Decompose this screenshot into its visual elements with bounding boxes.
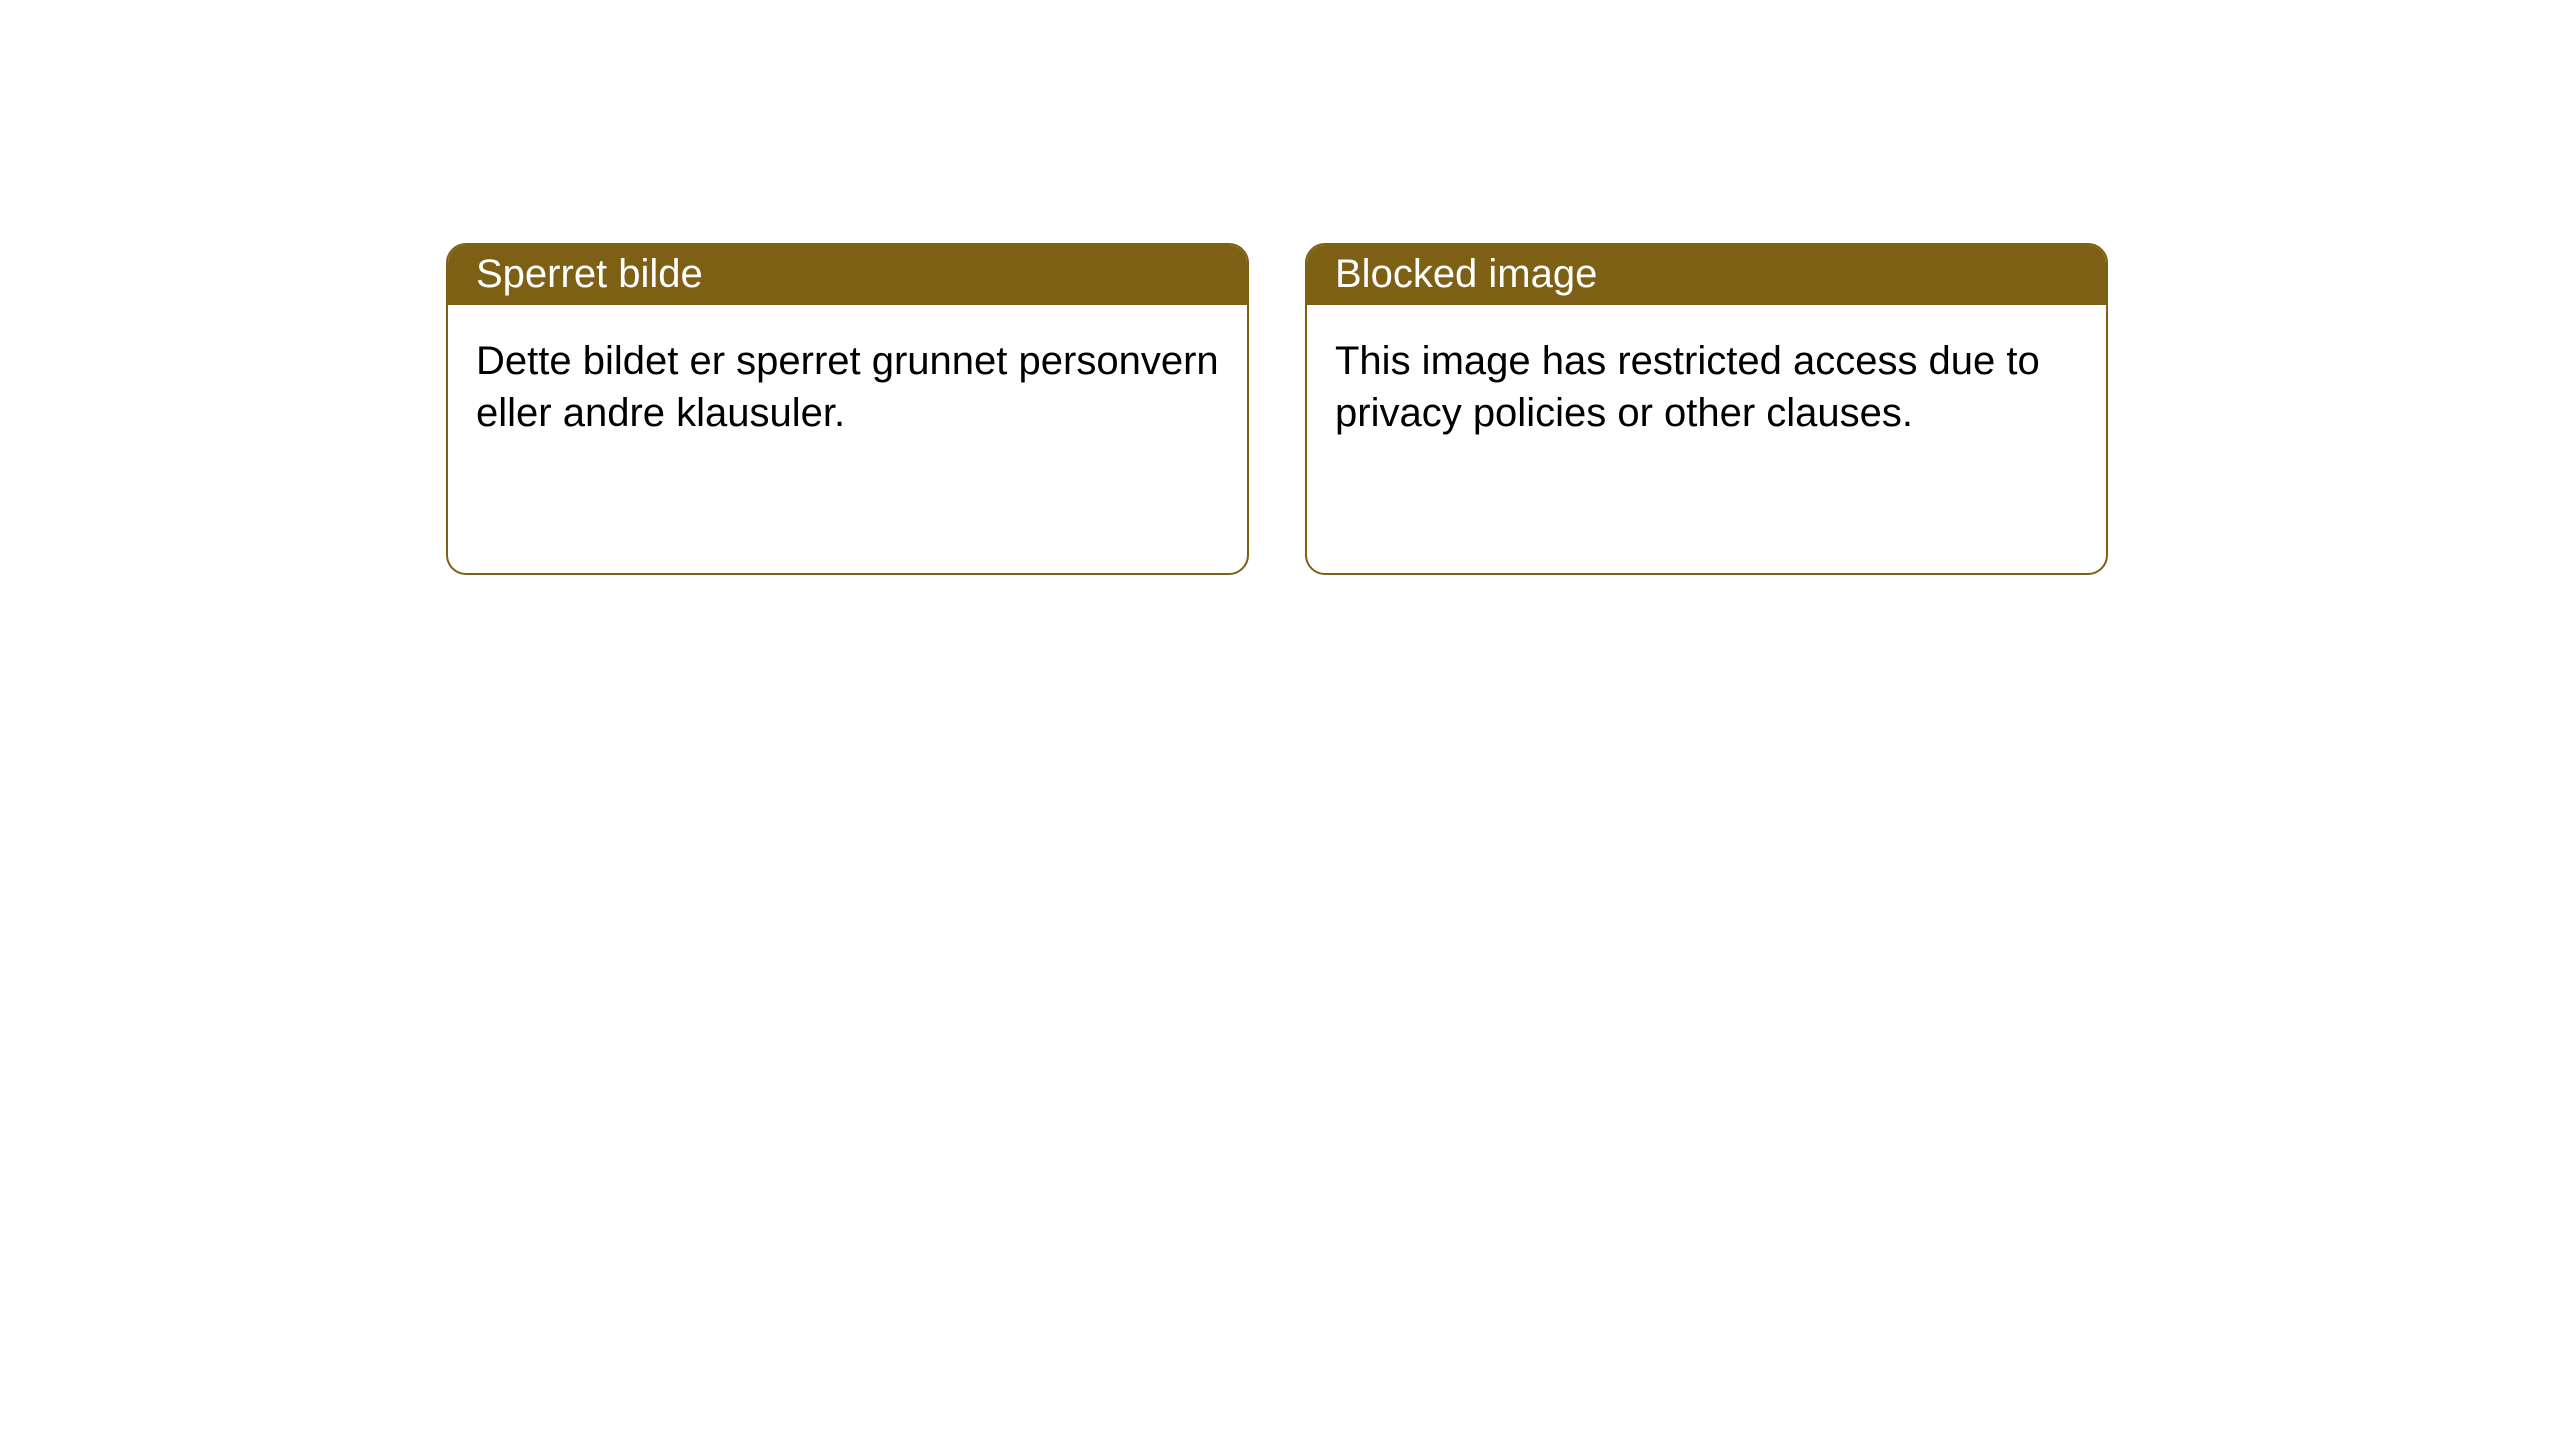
card-body-english: This image has restricted access due to … [1307, 305, 2106, 469]
card-body-norwegian: Dette bildet er sperret grunnet personve… [448, 305, 1247, 469]
blocked-image-card-english: Blocked image This image has restricted … [1305, 243, 2108, 575]
card-header-norwegian: Sperret bilde [448, 245, 1247, 305]
notice-cards-container: Sperret bilde Dette bildet er sperret gr… [0, 0, 2560, 575]
blocked-image-card-norwegian: Sperret bilde Dette bildet er sperret gr… [446, 243, 1249, 575]
card-header-english: Blocked image [1307, 245, 2106, 305]
